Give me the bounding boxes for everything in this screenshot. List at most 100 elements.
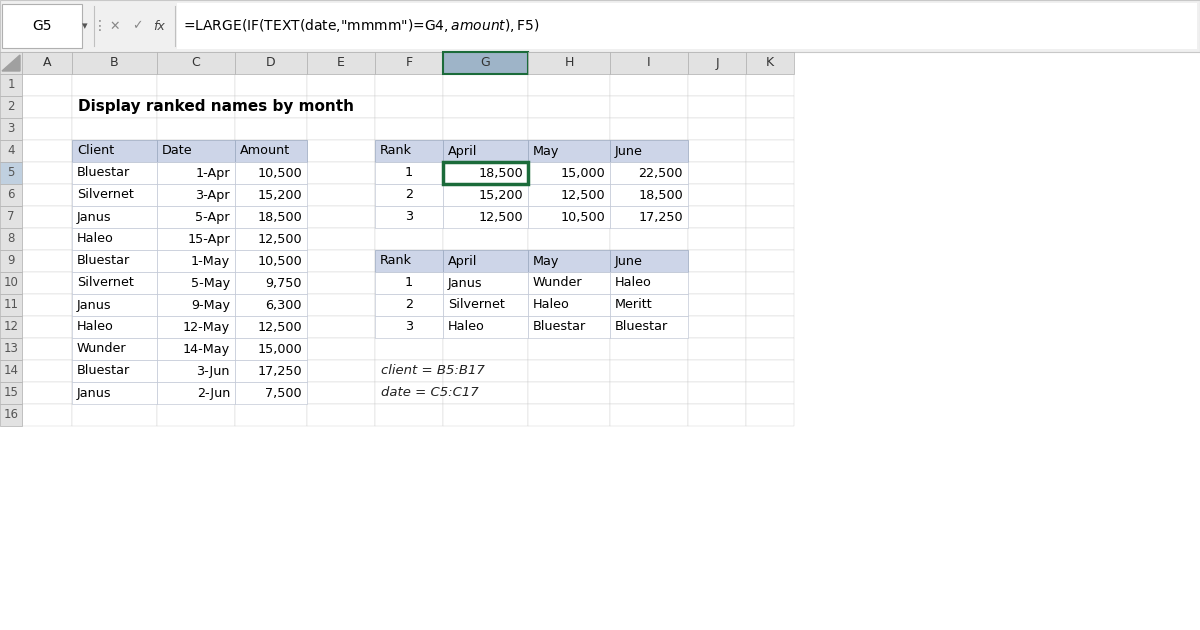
Bar: [72, 294, 157, 316]
Bar: [307, 140, 374, 162]
Bar: [72, 360, 157, 382]
Bar: [528, 162, 610, 184]
Bar: [610, 316, 688, 338]
Bar: [746, 52, 794, 74]
Bar: [178, 3, 1198, 49]
Text: Bluestar: Bluestar: [77, 166, 131, 180]
Bar: [0, 162, 22, 184]
Bar: [0, 316, 22, 338]
Text: ✕: ✕: [109, 20, 120, 33]
Bar: [22, 52, 72, 74]
Bar: [374, 184, 443, 206]
Bar: [528, 74, 610, 96]
Bar: [746, 140, 794, 162]
Bar: [688, 140, 746, 162]
Text: 13: 13: [4, 343, 18, 355]
Bar: [688, 52, 746, 74]
Bar: [443, 140, 528, 162]
Text: Silvernet: Silvernet: [77, 277, 134, 290]
Text: 5: 5: [7, 166, 14, 180]
Bar: [528, 140, 610, 162]
Text: 17,250: 17,250: [638, 210, 683, 224]
Bar: [22, 382, 72, 404]
Bar: [688, 338, 746, 360]
Text: May: May: [533, 255, 559, 268]
Bar: [0, 0, 1200, 52]
Bar: [235, 206, 307, 228]
Text: 10,500: 10,500: [257, 166, 302, 180]
Bar: [443, 140, 528, 162]
Bar: [72, 74, 157, 96]
Bar: [0, 140, 22, 162]
Bar: [235, 206, 307, 228]
Bar: [746, 360, 794, 382]
Text: 9,750: 9,750: [265, 277, 302, 290]
Bar: [235, 74, 307, 96]
Bar: [374, 228, 443, 250]
Text: April: April: [448, 255, 478, 268]
Bar: [443, 316, 528, 338]
Bar: [0, 206, 22, 228]
Bar: [688, 316, 746, 338]
Bar: [72, 228, 157, 250]
Text: 5-May: 5-May: [191, 277, 230, 290]
Bar: [610, 272, 688, 294]
Text: G5: G5: [32, 19, 52, 33]
Bar: [235, 338, 307, 360]
Text: Haleo: Haleo: [448, 321, 485, 333]
Bar: [157, 316, 235, 338]
Text: fx: fx: [154, 20, 164, 33]
Bar: [157, 272, 235, 294]
Bar: [235, 228, 307, 250]
Bar: [307, 206, 374, 228]
Bar: [443, 162, 528, 184]
Bar: [157, 74, 235, 96]
Text: E: E: [337, 57, 344, 69]
Text: 15,000: 15,000: [560, 166, 605, 180]
Bar: [235, 140, 307, 162]
Bar: [157, 272, 235, 294]
Bar: [610, 206, 688, 228]
Text: 8: 8: [7, 232, 14, 246]
Bar: [307, 382, 374, 404]
Bar: [235, 140, 307, 162]
Bar: [528, 294, 610, 316]
Bar: [72, 162, 157, 184]
Bar: [235, 96, 307, 118]
Bar: [72, 272, 157, 294]
Polygon shape: [2, 55, 20, 71]
Bar: [0, 294, 22, 316]
Bar: [443, 382, 528, 404]
Text: April: April: [448, 144, 478, 158]
Bar: [72, 338, 157, 360]
Bar: [374, 52, 443, 74]
Bar: [374, 338, 443, 360]
Bar: [443, 74, 528, 96]
Bar: [72, 360, 157, 382]
Text: 14-May: 14-May: [182, 343, 230, 355]
Bar: [157, 294, 235, 316]
Bar: [157, 250, 235, 272]
Text: 1: 1: [404, 166, 413, 180]
Bar: [746, 206, 794, 228]
Bar: [443, 272, 528, 294]
Bar: [22, 96, 72, 118]
Text: 10,500: 10,500: [560, 210, 605, 224]
Bar: [610, 294, 688, 316]
Bar: [610, 228, 688, 250]
Bar: [235, 162, 307, 184]
Bar: [528, 272, 610, 294]
Bar: [610, 272, 688, 294]
Bar: [374, 316, 443, 338]
Bar: [443, 206, 528, 228]
Bar: [0, 184, 22, 206]
Text: 2: 2: [7, 101, 14, 113]
Text: 12,500: 12,500: [479, 210, 523, 224]
Text: Janus: Janus: [77, 386, 112, 399]
Bar: [0, 360, 22, 382]
Bar: [746, 294, 794, 316]
Bar: [72, 228, 157, 250]
Bar: [443, 162, 528, 184]
Bar: [688, 162, 746, 184]
Bar: [443, 272, 528, 294]
